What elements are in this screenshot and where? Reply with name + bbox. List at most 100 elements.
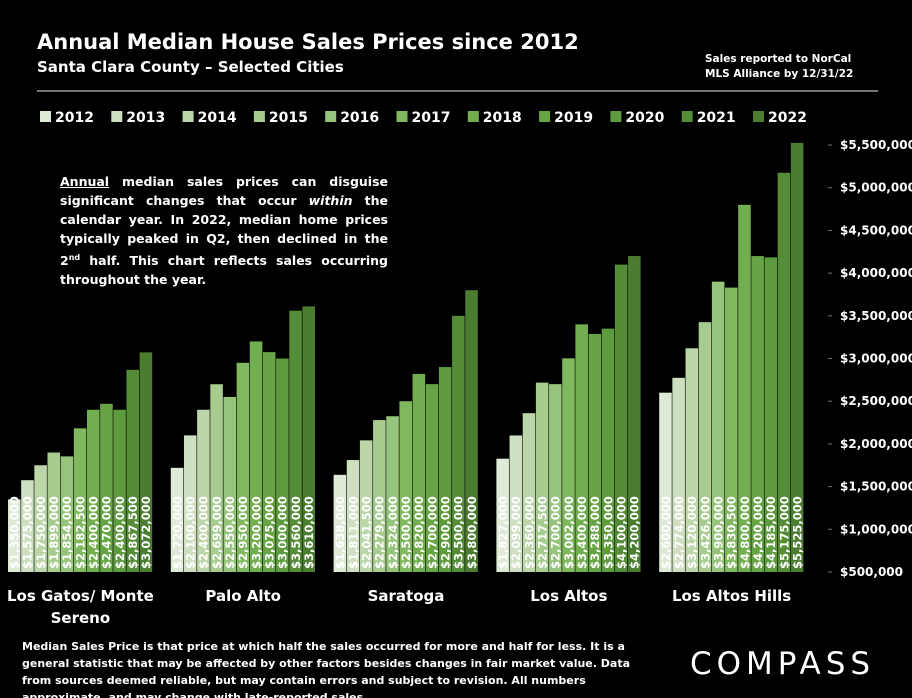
value-label: $4,800,000 <box>738 496 752 569</box>
value-label: $3,350,000 <box>601 496 615 569</box>
legend-label: 2012 <box>55 110 94 126</box>
bar <box>399 401 412 572</box>
legend-swatch <box>539 111 551 122</box>
bar <box>465 290 478 572</box>
bar <box>86 409 100 572</box>
legend-label: 2019 <box>554 110 593 126</box>
bar <box>47 452 61 572</box>
value-label: $2,950,000 <box>236 496 250 569</box>
bar <box>438 367 452 572</box>
value-label: $3,288,000 <box>588 496 602 569</box>
footnote: Median Sales Price is that price at whic… <box>22 640 631 698</box>
value-label: $3,900,000 <box>711 496 725 569</box>
value-label: $4,100,000 <box>614 496 628 569</box>
y-tick-label: $2,500,000 <box>840 394 912 408</box>
bar <box>672 377 685 572</box>
bar <box>100 403 113 572</box>
y-tick-label: $1,500,000 <box>840 480 912 494</box>
legend-label: 2013 <box>126 110 165 126</box>
bar <box>373 420 386 572</box>
legend-label: 2017 <box>412 110 451 126</box>
x-tick-label: Palo Alto <box>205 587 281 605</box>
chart-subtitle: Santa Clara County – Selected Cities <box>37 58 344 76</box>
bar <box>262 352 276 572</box>
y-tick-label: $3,000,000 <box>840 352 912 366</box>
value-label: $3,000,000 <box>276 496 290 569</box>
value-label: $2,324,000 <box>386 496 400 569</box>
bar <box>346 460 360 572</box>
annotation-part: the calendar year. In 2022, median home … <box>60 193 388 269</box>
legend-label: 2018 <box>483 110 522 126</box>
value-label: $2,699,000 <box>210 496 224 569</box>
bar <box>790 142 804 572</box>
value-label: $2,470,000 <box>100 496 114 569</box>
value-label: $4,185,000 <box>764 496 778 569</box>
bar <box>126 369 140 572</box>
legend-label: 2022 <box>768 110 807 126</box>
bar <box>276 358 289 572</box>
bar <box>659 392 672 572</box>
bar <box>359 440 373 572</box>
legend-swatch <box>182 111 194 122</box>
value-label: $2,774,000 <box>672 496 686 569</box>
value-label: $2,700,000 <box>425 496 439 569</box>
bar <box>249 341 263 572</box>
value-label: $2,400,000 <box>87 496 101 569</box>
bar <box>170 467 184 572</box>
bar <box>210 384 223 572</box>
bar <box>425 384 439 572</box>
bar <box>34 465 47 572</box>
value-label: $1,350,000 <box>8 496 22 569</box>
y-tick-label: $5,000,000 <box>840 181 912 195</box>
bar <box>535 382 549 572</box>
bar <box>60 456 74 572</box>
bar <box>601 328 615 572</box>
bar <box>183 435 197 572</box>
legend-label: 2014 <box>198 110 237 126</box>
bar <box>711 281 725 572</box>
legend-swatch <box>753 111 764 122</box>
legend-swatch <box>253 111 265 122</box>
value-label: $1,827,000 <box>496 496 510 569</box>
annotation-part: Annual <box>60 174 110 189</box>
bar <box>73 428 87 572</box>
annotation: Annual median sales prices can disguise … <box>60 172 388 289</box>
bar <box>412 373 426 572</box>
value-label: $1,575,000 <box>21 496 35 569</box>
value-label: $2,099,000 <box>509 496 523 569</box>
bar <box>562 358 575 572</box>
bar <box>452 315 465 572</box>
bar <box>139 352 153 572</box>
x-tick-label: Los Altos <box>530 587 608 605</box>
value-label: $1,750,000 <box>34 496 48 569</box>
value-label: $2,360,000 <box>522 496 536 569</box>
bar <box>496 458 509 572</box>
value-label: $3,610,000 <box>302 496 316 569</box>
value-label: $2,100,000 <box>184 496 198 569</box>
legend-label: 2015 <box>269 110 308 126</box>
value-label: $2,400,000 <box>113 496 127 569</box>
value-label: $2,600,000 <box>659 496 673 569</box>
value-label: $3,075,000 <box>263 496 277 569</box>
value-label: $2,550,000 <box>223 496 237 569</box>
y-tick-label: $4,500,000 <box>840 223 912 237</box>
bar <box>197 409 210 572</box>
value-label: $2,700,000 <box>549 496 563 569</box>
value-label: $1,854,000 <box>60 496 74 569</box>
value-label: $3,400,000 <box>575 496 589 569</box>
bar <box>764 257 778 572</box>
bar <box>223 396 237 572</box>
y-tick-label: $1,000,000 <box>840 522 912 536</box>
value-label: $3,120,000 <box>685 496 699 569</box>
y-tick-label: $2,000,000 <box>840 437 912 451</box>
value-label: $2,900,000 <box>438 496 452 569</box>
y-tick-label: $4,000,000 <box>840 266 912 280</box>
x-tick-label: Los Gatos/ Monte Sereno <box>6 587 154 627</box>
bar <box>698 322 712 572</box>
value-label: $2,867,500 <box>126 496 140 569</box>
bar <box>333 474 347 572</box>
bar <box>21 480 34 572</box>
value-label: $2,182,500 <box>73 496 87 569</box>
